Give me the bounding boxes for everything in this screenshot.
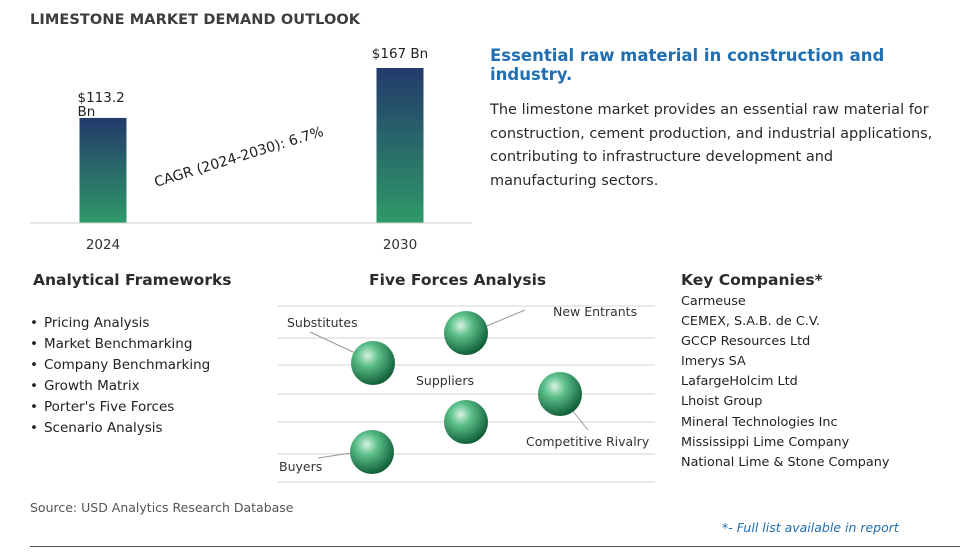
- five-forces-diagram: Substitutes New Entrants Suppliers Compe…: [278, 304, 655, 483]
- companies-heading: Key Companies*: [681, 271, 823, 289]
- chart-title: LIMESTONE MARKET DEMAND OUTLOOK: [30, 12, 361, 28]
- company-item: LafargeHolcim Ltd: [681, 374, 798, 390]
- source-note: Source: USD Analytics Research Database: [30, 500, 294, 515]
- framework-item: Porter's Five Forces: [30, 397, 210, 418]
- force-sphere-suppliers: [444, 400, 488, 444]
- framework-item: Company Benchmarking: [30, 355, 210, 376]
- bar-chart: 2024 $113.2 Bn 2030 $167 Bn CAGR (2024-2030)…: [30, 46, 472, 253]
- market-description: The limestone market provides an essenti…: [490, 102, 933, 189]
- bottom-divider: [30, 546, 960, 547]
- full-list-footnote: *- Full list available in report: [722, 520, 899, 535]
- force-sphere-substitutes: [351, 341, 395, 385]
- force-sphere-rivalry: [538, 372, 582, 416]
- force-sphere-new-entrants: [444, 311, 488, 355]
- company-item: National Lime & Stone Company: [681, 454, 890, 470]
- framework-item: Pricing Analysis: [30, 313, 210, 334]
- force-label-substitutes: Substitutes: [287, 315, 358, 330]
- framework-item: Market Benchmarking: [30, 334, 210, 355]
- headline: Essential raw material in construction a…: [490, 46, 885, 84]
- force-sphere-buyers: [350, 430, 394, 474]
- company-item: Mineral Technologies Inc: [681, 414, 838, 430]
- x-tick-label: 2030: [383, 237, 417, 253]
- companies-list: Carmeuse CEMEX, S.A.B. de C.V. GCCP Reso…: [681, 292, 889, 473]
- company-item: Lhoist Group: [681, 394, 763, 410]
- framework-item: Growth Matrix: [30, 376, 210, 397]
- x-tick-label: 2024: [86, 237, 120, 253]
- force-label-new-entrants: New Entrants: [553, 304, 637, 319]
- force-label-buyers: Buyers: [279, 459, 322, 474]
- bar-value-label: $113.2 Bn: [78, 90, 125, 120]
- cagr-annotation: CAGR (2024-2030): 6.7%: [152, 124, 325, 191]
- company-item: CEMEX, S.A.B. de C.V.: [681, 314, 820, 330]
- bar-value-label: $167 Bn: [372, 46, 428, 62]
- framework-item: Scenario Analysis: [30, 418, 210, 439]
- force-label-rivalry: Competitive Rivalry: [526, 434, 650, 449]
- bar-2024: [79, 117, 127, 223]
- force-label-suppliers: Suppliers: [416, 373, 474, 388]
- five-forces-heading: Five Forces Analysis: [369, 271, 547, 289]
- company-item: Mississippi Lime Company: [681, 434, 850, 450]
- company-item: Carmeuse: [681, 294, 746, 309]
- frameworks-list: Pricing Analysis Market Benchmarking Com…: [30, 313, 210, 439]
- bar-2030: [376, 68, 424, 223]
- frameworks-heading: Analytical Frameworks: [33, 271, 232, 289]
- company-item: GCCP Resources Ltd: [681, 334, 811, 350]
- company-item: Imerys SA: [681, 354, 746, 370]
